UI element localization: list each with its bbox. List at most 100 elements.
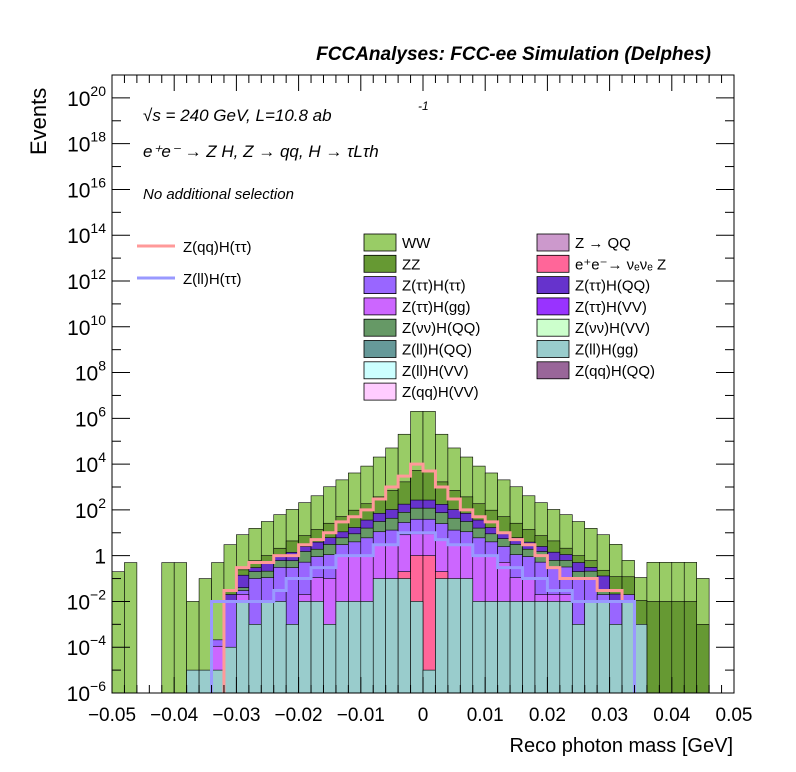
axis-ticks: −0.05 −0.04 −0.03 −0.02 −0.01 0 0.01 0.02 0.03 0.… [67,74,753,726]
bar-z-ll-h-gg--35 [547,601,561,694]
bar-z-ll-h-gg--26 [435,578,449,694]
bar-z-ll-h-gg--19 [348,601,362,694]
bar-z-ll-h-gg--25 [422,669,436,694]
legend-swatch [363,340,397,358]
y-tick-label: 10−6 [67,678,107,706]
bar-z-ll-h-gg--17 [323,624,337,694]
energy-exponent: -1 [418,99,429,113]
y-axis-label: Events [26,88,51,155]
bar-z-ll-h-gg--15 [298,601,312,694]
legend: Z(qq)H(ττ) Z(ll)H(ττ) WW ZZ Z(ττ)H(ττ) Z(ττ)H… [137,233,666,401]
bar-z-ll-h-gg--13 [273,601,287,694]
selection-annotation: No additional selection [143,186,294,203]
bar-z-ll-h-gg--10 [236,601,250,694]
x-tick-label: 0.03 [591,705,628,726]
legend-swatch [363,382,397,401]
bar-z-ll-h-gg--7 [198,669,212,694]
bar-z-ll-h-gg--8 [211,669,225,694]
bar-z-ll-h-gg--37 [571,624,586,694]
legend-line-label: Z(ll)H(ττ) [183,271,242,288]
legend-swatch [363,361,397,380]
x-tick-label: 0.05 [716,705,753,726]
legend-swatch [363,297,397,316]
legend-label: Z(ττ)H(gg) [402,299,471,316]
y-tick-label: 1018 [67,129,106,157]
x-tick-label: 0.01 [467,705,504,726]
bar-ww-0 [111,571,125,694]
bar-z-ll-h-gg--39 [596,601,610,694]
y-tick-label: 1020 [67,83,106,111]
signal-line-1 [210,531,636,693]
bar-z-ll-h-gg--24 [410,601,424,694]
x-axis-label: Reco photon mass [GeV] [510,735,733,757]
legend-label: ZZ [402,256,420,273]
bar-z-ll-h-gg--38 [584,601,598,694]
legend-swatch [363,233,397,252]
legend-swatch [363,254,397,273]
y-tick-label: 10−2 [67,586,107,614]
x-tick-label: 0 [418,705,429,726]
legend-swatch [536,276,570,295]
legend-label: e⁺e⁻→ νₑνₑ Z [575,256,666,273]
legend-label: Z(qq)H(VV) [402,384,479,401]
y-tick-label: 1 [94,546,106,569]
bar-z-ll-h-gg--29 [472,601,486,694]
y-tick-label: 1014 [67,220,106,248]
legend-label: Z(νν)H(VV) [575,320,650,337]
y-tick-label: 1010 [67,312,106,340]
bar-zz-46 [683,601,697,694]
y-tick-label: 1016 [67,174,106,202]
legend-label: Z(qq)H(QQ) [575,363,655,380]
bar-z-ll-h-gg--28 [460,578,474,694]
bar-ww-5 [173,562,187,694]
bar-z-ll-h-gg--21 [372,578,386,694]
y-tick-label: 10−4 [67,632,107,660]
bar-z-ll-h-gg--9 [223,646,237,694]
chart-title: FCCAnalyses: FCC-ee Simulation (Delphes) [316,44,711,65]
legend-swatch [536,233,570,252]
bar-z-ll-h-gg--18 [335,601,349,694]
signal-lines [210,462,636,693]
bar-z-ll-h-gg--16 [310,601,324,694]
x-tick-label: 0.02 [529,705,566,726]
bar-z-ll-h-gg--30 [484,601,498,694]
bar-z-ll-h-gg--33 [522,601,536,694]
bar-z-ll-h-gg--31 [497,601,511,694]
bar-ww-4 [161,562,175,694]
legend-swatch [363,318,397,337]
legend-swatch [363,276,397,295]
signal-line-0 [222,462,636,693]
energy-annotation: √s = 240 GeV, L=10.8 ab [143,106,332,125]
x-tick-label: −0.04 [150,705,199,726]
bar-z-ll-h-gg--36 [559,601,573,694]
x-tick-label: −0.01 [337,705,385,726]
y-tick-label: 1012 [67,266,106,294]
bar-zz-45 [671,601,685,694]
bar-z-ll-h-gg--22 [385,578,399,694]
legend-label: Z(ττ)H(ττ) [402,278,466,295]
legend-label: Z(ll)H(VV) [402,363,469,380]
process-annotation: e⁺e⁻ → Z H, Z → qq, H → τLτh [143,142,379,161]
x-tick-label: −0.02 [275,705,323,726]
x-tick-label: 0.04 [653,705,690,726]
x-tick-label: −0.05 [88,705,136,726]
legend-label: Z(νν)H(QQ) [402,320,480,337]
bar-z-ll-h-gg--23 [397,578,411,694]
legend-label: Z(ll)H(QQ) [402,342,472,359]
bar-z-ll-h-gg--32 [509,601,523,694]
legend-swatch [536,361,570,380]
bar-ww-1 [124,562,138,694]
bar-z-ll-h-gg--11 [248,624,262,694]
bar-z-ll-h-gg--41 [621,601,635,694]
legend-label: Z → QQ [575,235,631,252]
legend-swatch [536,340,570,358]
y-tick-label: 102 [75,495,106,523]
bar-z-ll-h-gg--20 [360,601,374,694]
bar-z-ll-h-gg--40 [609,624,623,694]
bar-z-ll-h-gg--14 [285,624,299,694]
x-tick-label: −0.03 [212,705,260,726]
bar-zz-44 [659,601,673,694]
bar-zz-47 [696,624,710,694]
bar-z-ll-h-gg--34 [534,601,548,694]
